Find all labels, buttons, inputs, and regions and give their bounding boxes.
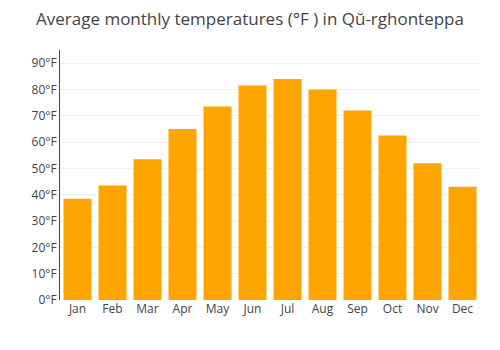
svg-text:90°F: 90°F: [32, 54, 57, 71]
svg-text:10°F: 10°F: [32, 265, 57, 282]
svg-text:Nov: Nov: [416, 300, 438, 317]
svg-text:50°F: 50°F: [32, 160, 57, 177]
svg-text:Dec: Dec: [452, 300, 473, 317]
svg-text:0°F: 0°F: [38, 291, 56, 308]
svg-text:60°F: 60°F: [32, 133, 57, 150]
svg-text:20°F: 20°F: [32, 239, 57, 256]
svg-text:40°F: 40°F: [32, 186, 57, 203]
svg-text:Jul: Jul: [280, 300, 295, 317]
svg-text:Mar: Mar: [136, 300, 158, 317]
svg-text:Oct: Oct: [383, 300, 402, 317]
svg-text:Aug: Aug: [312, 300, 334, 317]
svg-text:30°F: 30°F: [32, 212, 57, 229]
svg-text:Feb: Feb: [102, 300, 122, 317]
svg-text:Jan: Jan: [68, 300, 86, 317]
svg-text:80°F: 80°F: [32, 81, 57, 98]
svg-text:Jun: Jun: [243, 300, 262, 317]
svg-text:May: May: [206, 300, 230, 317]
svg-text:Sep: Sep: [347, 300, 368, 317]
svg-text:70°F: 70°F: [32, 107, 57, 124]
svg-text:Average monthly temperatures (: Average monthly temperatures (°F ) in Qŭ…: [36, 7, 464, 30]
svg-text:Apr: Apr: [173, 300, 193, 317]
